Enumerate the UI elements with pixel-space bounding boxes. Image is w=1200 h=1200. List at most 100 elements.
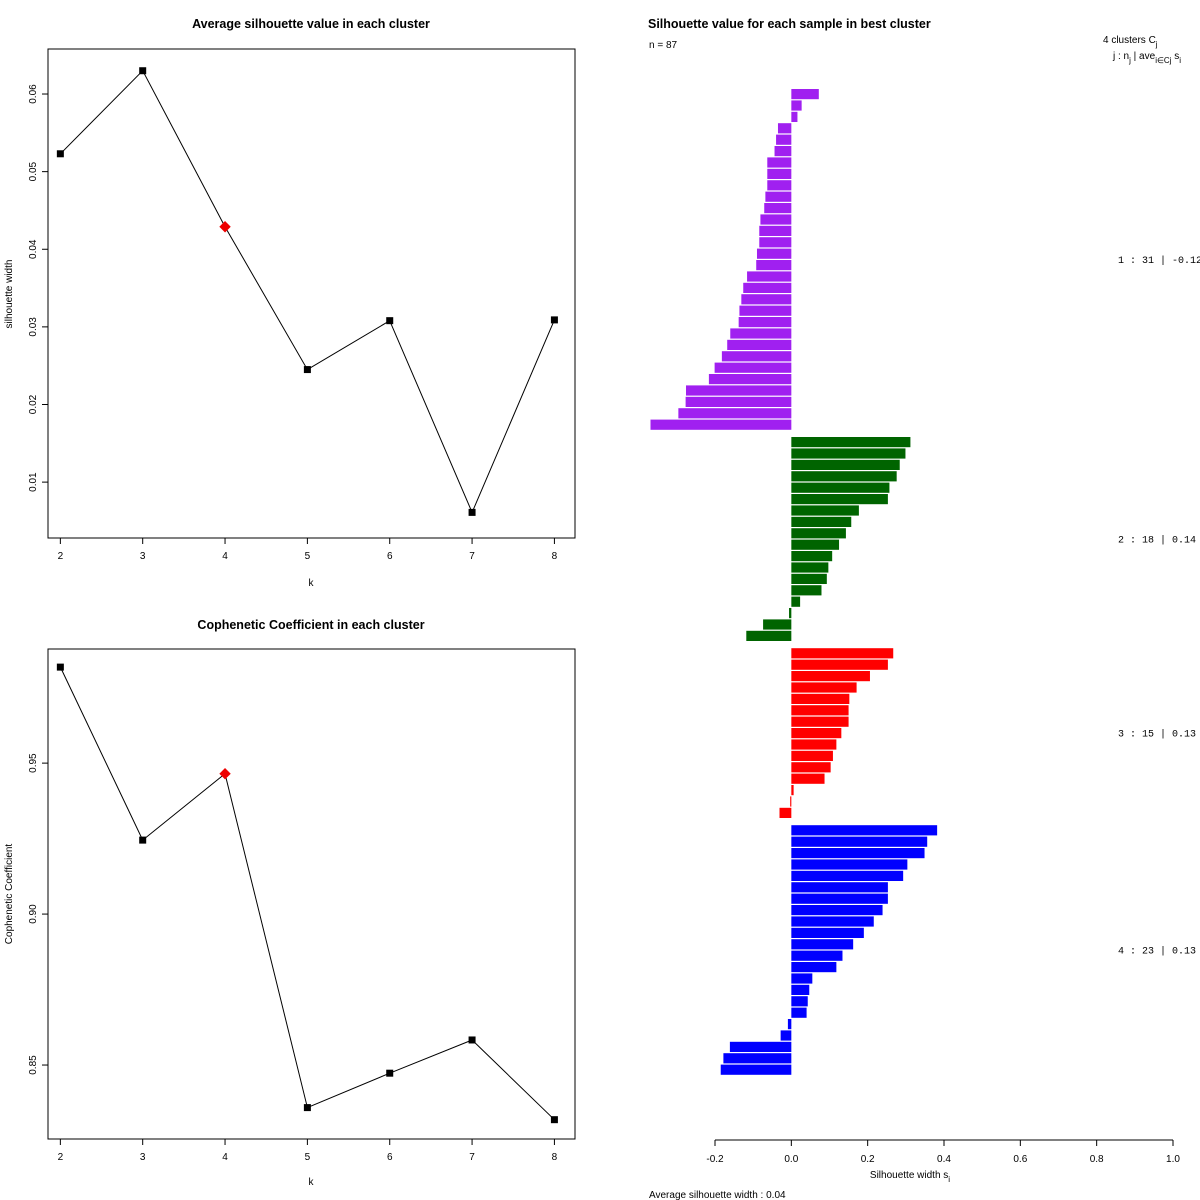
silhouette-bar [791,848,925,859]
cophenetic-line-chart: Cophenetic Coefficient in each cluster 2… [4,618,576,1188]
silhouette-bar [791,573,827,584]
silhouette-bar [791,705,849,716]
silhouette-bar [791,494,888,505]
silhouette-bar [767,180,792,191]
silhouette-bar [650,419,792,430]
silhouette-bar [791,859,908,870]
chart2-plot-frame [47,648,576,1140]
silhouette-bar [791,437,911,448]
y-tick-label: 0.04 [28,239,39,259]
silhouette-bar [685,385,792,396]
x-tick-label: 7 [469,551,475,562]
silhouette-bar [791,750,833,761]
x-tick-label: 0.6 [1013,1154,1027,1165]
silhouette-bar [789,608,792,619]
x-tick-label: 4 [222,1152,228,1163]
silhouette-bar [791,984,810,995]
silhouette-bar [791,716,849,727]
silhouette-bar [791,962,837,973]
silhouette-bar [791,516,852,527]
silhouette-bar [776,134,792,145]
silhouette-bar [791,89,819,100]
series-line [59,666,555,1121]
silhouette-bar [746,630,792,641]
data-point [56,663,64,671]
silhouette-bar [791,927,864,938]
silhouette-bar [791,950,843,961]
data-point [139,836,147,844]
data-point [468,1036,476,1044]
silhouette-bar [721,351,792,362]
chart3-footer: Average silhouette width : 0.04 [649,1190,786,1200]
silhouette-bar [756,260,792,271]
silhouette-bar [747,271,792,282]
x-tick-label: 6 [387,1152,393,1163]
chart3-subtitle: n = 87 [649,40,678,51]
y-tick-label: 0.01 [28,472,39,492]
silhouette-bar [791,682,857,693]
cluster-label: 2 : 18 | 0.14 [1118,535,1196,547]
y-tick-label: 0.05 [28,161,39,181]
highlight-point [219,767,231,780]
silhouette-bar [791,882,888,893]
silhouette-bar [678,408,792,419]
silhouette-bar [791,100,802,111]
silhouette-bar [777,123,792,134]
x-tick-label: 1.0 [1166,1154,1180,1165]
data-point [468,508,476,516]
cluster-label: 3 : 15 | 0.13 [1118,729,1196,741]
data-point [303,1104,311,1112]
legend-title: 4 clusters Cj [1103,35,1158,49]
x-tick-label: 3 [140,1152,146,1163]
silhouette-bar [791,459,900,470]
chart1-y-axis: 0.01 0.02 0.03 0.04 0.05 0.06 [28,84,48,492]
chart2-x-axis: 2 3 4 5 6 7 8 [58,1139,558,1163]
silhouette-bar [759,225,792,236]
silhouette-bar [791,482,890,493]
chart3-x-label: Silhouette width si [870,1170,950,1184]
data-point [56,150,64,158]
data-point [386,317,394,325]
silhouette-bar [791,585,822,596]
silhouette-bar [791,648,894,659]
silhouette-bar [791,693,850,704]
silhouette-bar [764,203,792,214]
silhouette-bar [738,317,792,328]
silhouette-bar [791,596,801,607]
y-tick-label: 0.06 [28,84,39,104]
chart2-y-axis: 0.85 0.90 0.95 [28,753,48,1075]
silhouette-bar [791,836,928,847]
legend-header: j : nj | avei∈Cj si [1112,51,1181,65]
data-point [550,1116,558,1124]
silhouette-bar [790,796,792,807]
silhouette-bar [779,807,792,818]
data-point [386,1069,394,1077]
silhouette-bar [739,305,792,316]
silhouette-bar [708,374,792,385]
chart2-series [56,663,558,1124]
x-tick-label: 6 [387,551,393,562]
x-tick-label: 7 [469,1152,475,1163]
silhouette-bar [791,870,904,881]
chart2-y-label: Cophenetic Coefficient [4,844,15,945]
silhouette-bar [765,191,792,202]
chart3-title: Silhouette value for each sample in best… [648,17,931,31]
cluster-label: 4 : 23 | 0.13 [1118,946,1196,958]
chart3-bars [650,89,938,1075]
silhouette-bar [791,973,813,984]
x-tick-label: 5 [305,551,311,562]
silhouette-bar [791,505,859,516]
silhouette-bar [791,739,837,750]
y-tick-label: 0.95 [28,753,39,773]
silhouette-bar [767,157,792,168]
silhouette-bar [791,762,831,773]
silhouette-bar [727,339,792,350]
data-point [550,316,558,324]
silhouette-bar [791,539,840,550]
silhouette-bar [730,328,792,339]
cluster-label: 1 : 31 | -0.12 [1118,255,1200,267]
chart2-title: Cophenetic Coefficient in each cluster [197,618,424,632]
y-tick-label: 0.03 [28,317,39,337]
x-tick-label: 8 [552,1152,558,1163]
